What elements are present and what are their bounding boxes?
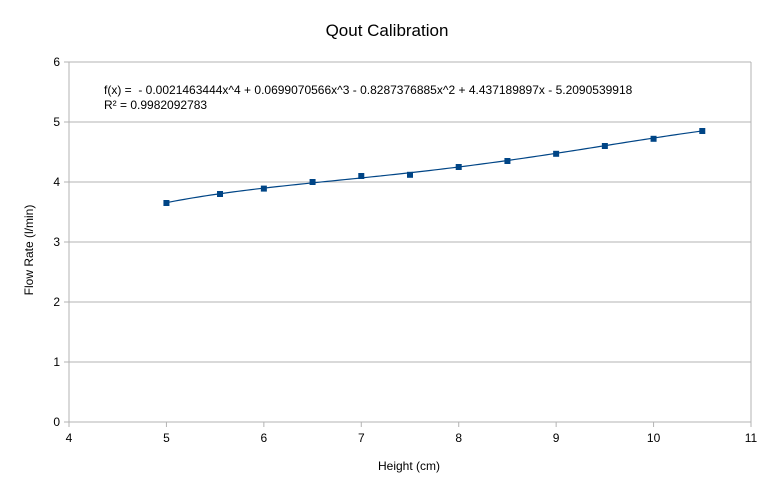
data-point xyxy=(358,173,365,179)
data-point xyxy=(601,143,608,149)
x-tick-label: 8 xyxy=(455,431,462,445)
x-tick-label: 4 xyxy=(66,431,73,445)
x-tick-label: 5 xyxy=(163,431,170,445)
points-layer xyxy=(163,128,706,206)
y-tick-label: 3 xyxy=(53,235,60,249)
trendline xyxy=(166,130,703,204)
axis-layer xyxy=(64,61,752,427)
data-point xyxy=(163,200,170,206)
y-tick-label: 1 xyxy=(53,355,60,369)
x-axis-title: Height (cm) xyxy=(378,459,440,473)
y-axis-title: Flow Rate (l/min) xyxy=(22,205,36,296)
data-point xyxy=(455,164,462,170)
data-point xyxy=(699,128,706,134)
trendline-layer xyxy=(166,130,703,204)
data-point xyxy=(217,191,224,197)
data-point xyxy=(553,150,560,157)
chart-title: Qout Calibration xyxy=(326,21,449,40)
data-point xyxy=(504,158,511,164)
data-point xyxy=(650,135,657,142)
x-tick-label: 9 xyxy=(553,431,560,445)
trendline-equation: f(x) = - 0.0021463444x^4 + 0.0699070566x… xyxy=(104,83,633,97)
y-tick-label: 2 xyxy=(53,295,60,309)
data-point xyxy=(407,171,413,178)
x-tick-label: 7 xyxy=(358,431,365,445)
y-tick-label: 0 xyxy=(53,415,60,429)
x-tick-label: 10 xyxy=(647,431,661,445)
x-tick-label: 11 xyxy=(745,431,758,445)
tick-labels-layer: 0 1 2 3 4 5 6 4 5 6 7 8 9 10 11 xyxy=(53,55,757,445)
trendline-r-squared: R² = 0.9982092783 xyxy=(104,98,207,112)
y-tick-label: 5 xyxy=(53,115,60,129)
data-point xyxy=(260,185,267,192)
y-tick-label: 6 xyxy=(53,55,60,69)
grid-layer xyxy=(69,61,751,423)
data-point xyxy=(309,179,316,185)
x-tick-label: 6 xyxy=(261,431,268,445)
y-tick-label: 4 xyxy=(53,175,60,189)
